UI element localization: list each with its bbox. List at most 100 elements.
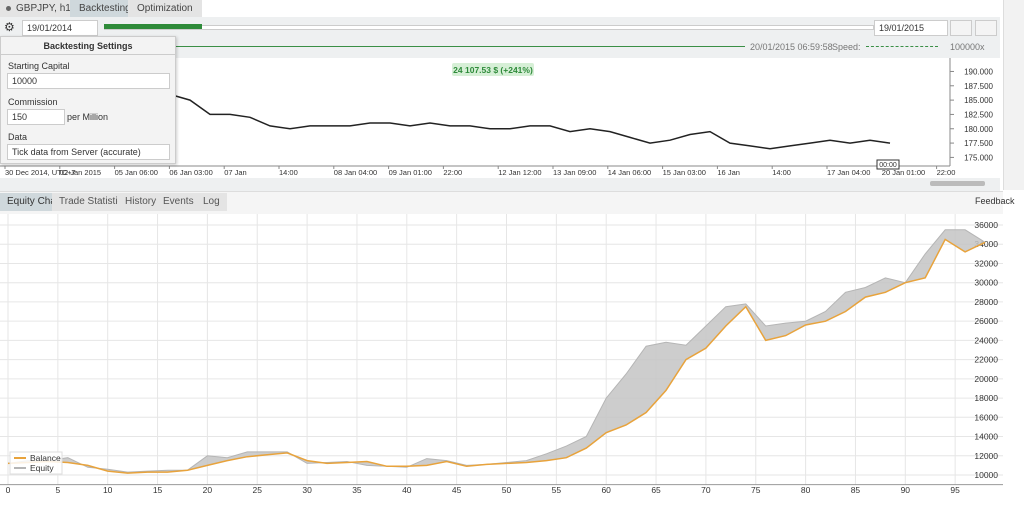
price-x-label: 20 Jan 01:00 <box>882 168 925 177</box>
y-tick-label: 34000 <box>974 239 998 249</box>
price-x-label: 14:00 <box>772 168 791 177</box>
x-tick-label: 40 <box>402 485 412 495</box>
annotation: 24 107.53 $ (+241%) <box>453 65 533 75</box>
annotation-box <box>452 63 534 76</box>
commission-label: Commission <box>8 97 58 107</box>
settings-title: Backtesting Settings <box>43 41 133 51</box>
price-tick-label: 185.000 <box>964 96 993 105</box>
x-tick-label: 85 <box>851 485 861 495</box>
x-tick-label: 15 <box>153 485 163 495</box>
y-tick-label: 20000 <box>974 374 998 384</box>
x-tick-label: 0 <box>6 485 11 495</box>
y-tick-label: 32000 <box>974 258 998 268</box>
settings-gear[interactable]: ⚙ <box>4 20 15 34</box>
price-tick-label: 175.000 <box>964 153 993 162</box>
price-x-label: 02 Jan 2015 <box>60 168 101 177</box>
y-tick-label: 28000 <box>974 297 998 307</box>
scrollbar[interactable] <box>930 181 985 186</box>
x-tick-label: 95 <box>950 485 960 495</box>
end-date[interactable]: 19/01/2015 <box>874 20 948 36</box>
y-tick-label: 26000 <box>974 316 998 326</box>
time-track <box>175 46 745 47</box>
price-x-label: 14 Jan 06:00 <box>608 168 651 177</box>
x-tick-label: 90 <box>901 485 911 495</box>
price-axis <box>0 166 1000 178</box>
price-x-label: 13 Jan 09:00 <box>553 168 596 177</box>
cursor-label: 00:00 <box>879 162 897 169</box>
bottom-tabbar <box>0 191 1003 214</box>
commission-unit: per Million <box>67 112 109 122</box>
x-tick-label: 80 <box>801 485 811 495</box>
price-x-label: 22:00 <box>937 168 956 177</box>
x-tick-label: 30 <box>302 485 312 495</box>
speed-value: 100000x <box>950 42 985 52</box>
y-tick-label: 14000 <box>974 432 998 442</box>
price-x-label: 30 Dec 2014, UTC+7 <box>5 168 76 177</box>
y-tick-label: 30000 <box>974 278 998 288</box>
price-x-label: 22:00 <box>443 168 462 177</box>
x-tick-label: 10 <box>103 485 113 495</box>
price-tick-label: 187.500 <box>964 82 993 91</box>
price-x-label: 17 Jan 04:00 <box>827 168 870 177</box>
x-tick-label: 70 <box>701 485 711 495</box>
events-tab[interactable]: Events <box>156 193 201 211</box>
x-tick-label: 60 <box>601 485 611 495</box>
log-tab[interactable]: Log <box>196 193 227 211</box>
equity-area <box>0 213 1003 505</box>
progress-fill <box>104 24 202 29</box>
y-tick-label: 22000 <box>974 355 998 365</box>
price-x-label: 09 Jan 01:00 <box>389 168 432 177</box>
series-line <box>7 238 986 474</box>
x-tick-label: 5 <box>55 485 60 495</box>
equity-tab[interactable]: Equity Chart <box>0 193 70 211</box>
cursor-box <box>876 159 900 170</box>
x-tick-label: 75 <box>751 485 761 495</box>
price-x-label: 08 Jan 04:00 <box>334 168 377 177</box>
play-button[interactable] <box>950 20 972 36</box>
y-tick-label: 12000 <box>974 451 998 461</box>
dot <box>6 6 11 11</box>
drawing-tools <box>1003 0 1024 190</box>
price-tick-label: 190.000 <box>964 67 993 76</box>
speed-label: Speed: <box>832 42 861 52</box>
price-x-label: 15 Jan 03:00 <box>663 168 706 177</box>
price-tick-label: 180.000 <box>964 125 993 134</box>
price-x-label: 14:00 <box>279 168 298 177</box>
x-tick-label: 20 <box>203 485 213 495</box>
feedback[interactable]: Feedback <box>975 196 1015 206</box>
charts: 190.000 187.500 185.000 182.500 180.000 177.5… <box>0 58 1003 505</box>
x-tick-label: 50 <box>502 485 512 495</box>
price-x-label: 12 Jan 12:00 <box>498 168 541 177</box>
x-tick-label: 55 <box>552 485 562 495</box>
stop-button[interactable] <box>975 20 997 36</box>
start-date[interactable]: 19/01/2014 <box>22 20 98 36</box>
y-tick-label: 18000 <box>974 393 998 403</box>
current-time: 20/01/2015 06:59:58 <box>750 42 833 52</box>
capital-label: Starting Capital <box>8 61 70 71</box>
price-x-label: 16 Jan <box>717 168 740 177</box>
capital-input[interactable]: 10000 <box>7 73 170 89</box>
x-tick-label: 25 <box>253 485 263 495</box>
legend-label: Balance <box>30 453 61 463</box>
price-x-label: 05 Jan 06:00 <box>115 168 158 177</box>
data-select[interactable]: Tick data from Server (accurate) <box>7 144 170 160</box>
y-tick-label: 36000 <box>974 220 998 230</box>
x-tick-label: 45 <box>452 485 462 495</box>
y-tick-label: 16000 <box>974 412 998 422</box>
settings-panel: Backtesting Settings Starting Capital 10… <box>0 36 176 164</box>
price-tick-label: 182.500 <box>964 110 993 119</box>
legend-label: Equity <box>30 463 54 473</box>
optimization-tab[interactable]: Optimization <box>128 0 203 17</box>
stats-tab[interactable]: Trade Statistics <box>52 193 135 211</box>
price-tick-label: 177.500 <box>964 139 993 148</box>
commission-input[interactable]: 150 <box>7 109 65 125</box>
price-x-label: 07 Jan <box>224 168 247 177</box>
y-tick-label: 24000 <box>974 335 998 345</box>
y-tick-label: 10000 <box>974 470 998 480</box>
divider <box>1 54 175 55</box>
price-x-label: 06 Jan 03:00 <box>169 168 212 177</box>
speed-track <box>866 46 938 47</box>
x-tick-label: 65 <box>651 485 661 495</box>
history-tab[interactable]: History <box>118 193 164 211</box>
